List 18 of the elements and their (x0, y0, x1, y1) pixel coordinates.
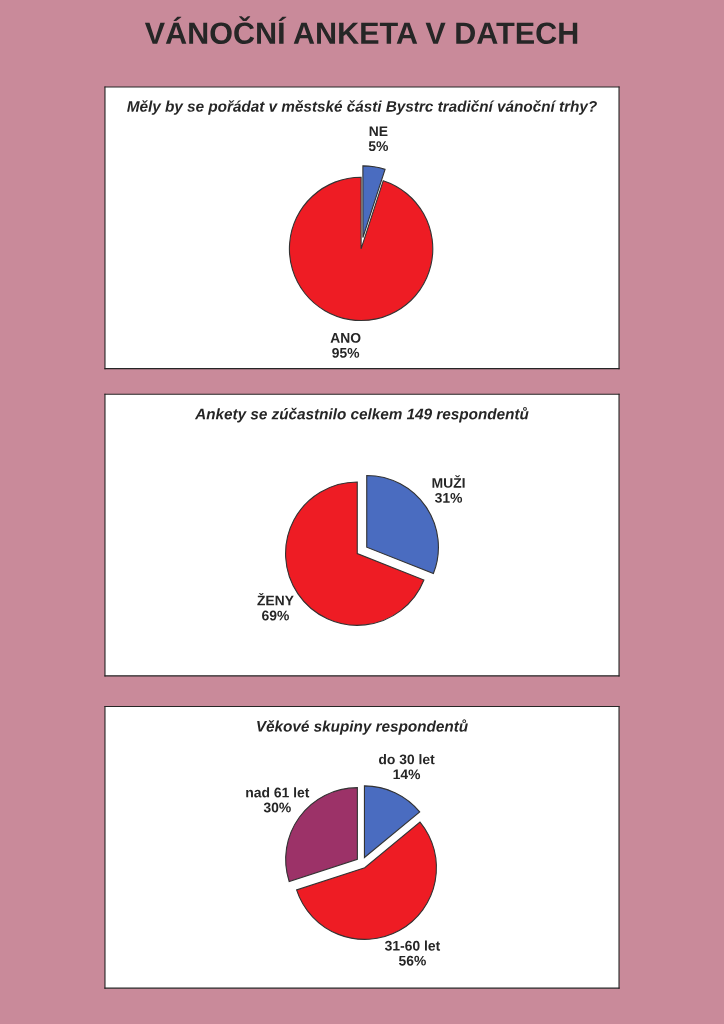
slice-label: 31-60 let (384, 940, 441, 951)
data-label: 95% (332, 347, 360, 358)
slice-label: MUŽI (432, 475, 465, 488)
slice-label: do 30 let (378, 754, 435, 765)
chart-title: Věkové skupiny respondentů (257, 719, 468, 735)
chart-subtitle: Měly by se pořádat v městské části Bystrc tradiční vánoční trhy? (127, 100, 597, 115)
data-label: 69% (262, 610, 289, 621)
data-label: 31% (434, 492, 463, 503)
data-label: 14% (393, 769, 421, 780)
data-label: 30% (263, 802, 291, 813)
chart-title: VÁNOČNÍ ANKETA V DATECH (144, 16, 578, 45)
slice-label: nad 61 let (246, 787, 310, 798)
slice-label: ŽENY (257, 592, 294, 606)
data-label: 5% (368, 141, 389, 152)
data-label: 56% (398, 955, 426, 966)
chart-title: Ankety se zúčastnilo celkem 149 respondentů (194, 407, 529, 423)
slice-label: NE (369, 126, 388, 136)
slice-label: ANO (330, 332, 361, 343)
